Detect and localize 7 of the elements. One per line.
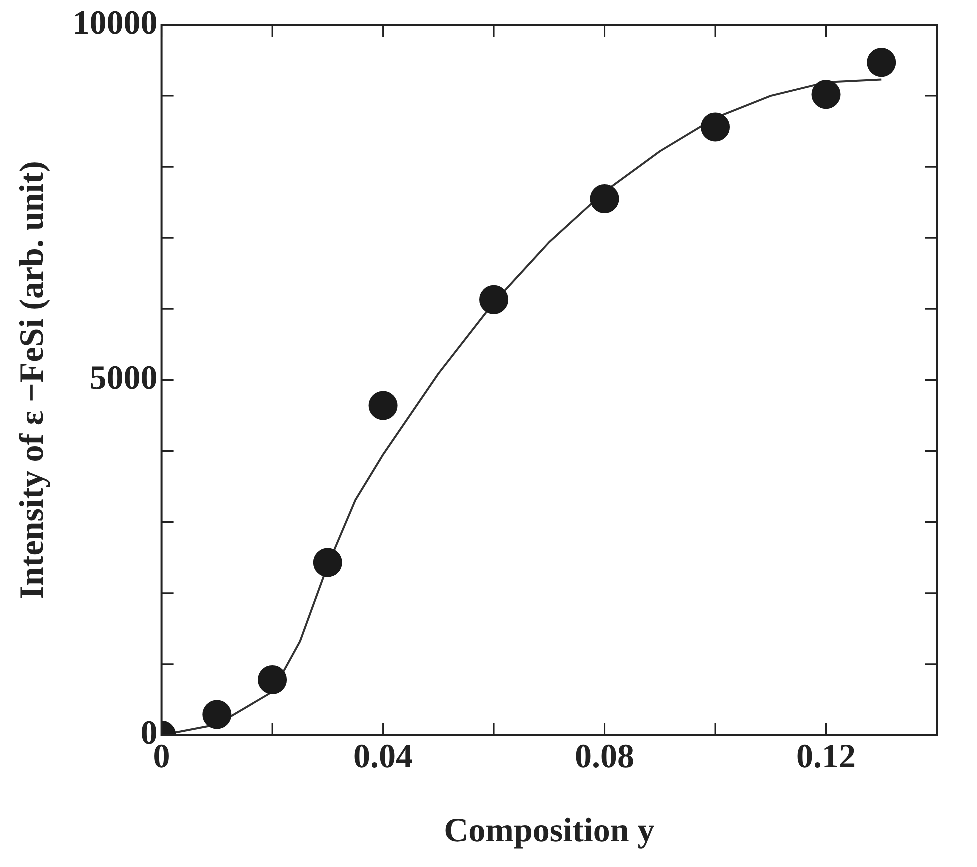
y-axis-title: Intensity of ε −FeSi (arb. unit) — [14, 161, 52, 600]
x-tick-label: 0.08 — [575, 738, 635, 776]
x-axis-title: Composition y — [444, 812, 655, 850]
y-tick-label: 5000 — [90, 360, 158, 397]
y-tick-label: 10000 — [72, 4, 158, 42]
x-tick-label: 0.04 — [354, 738, 414, 776]
x-tick-label: 0.12 — [796, 738, 856, 776]
